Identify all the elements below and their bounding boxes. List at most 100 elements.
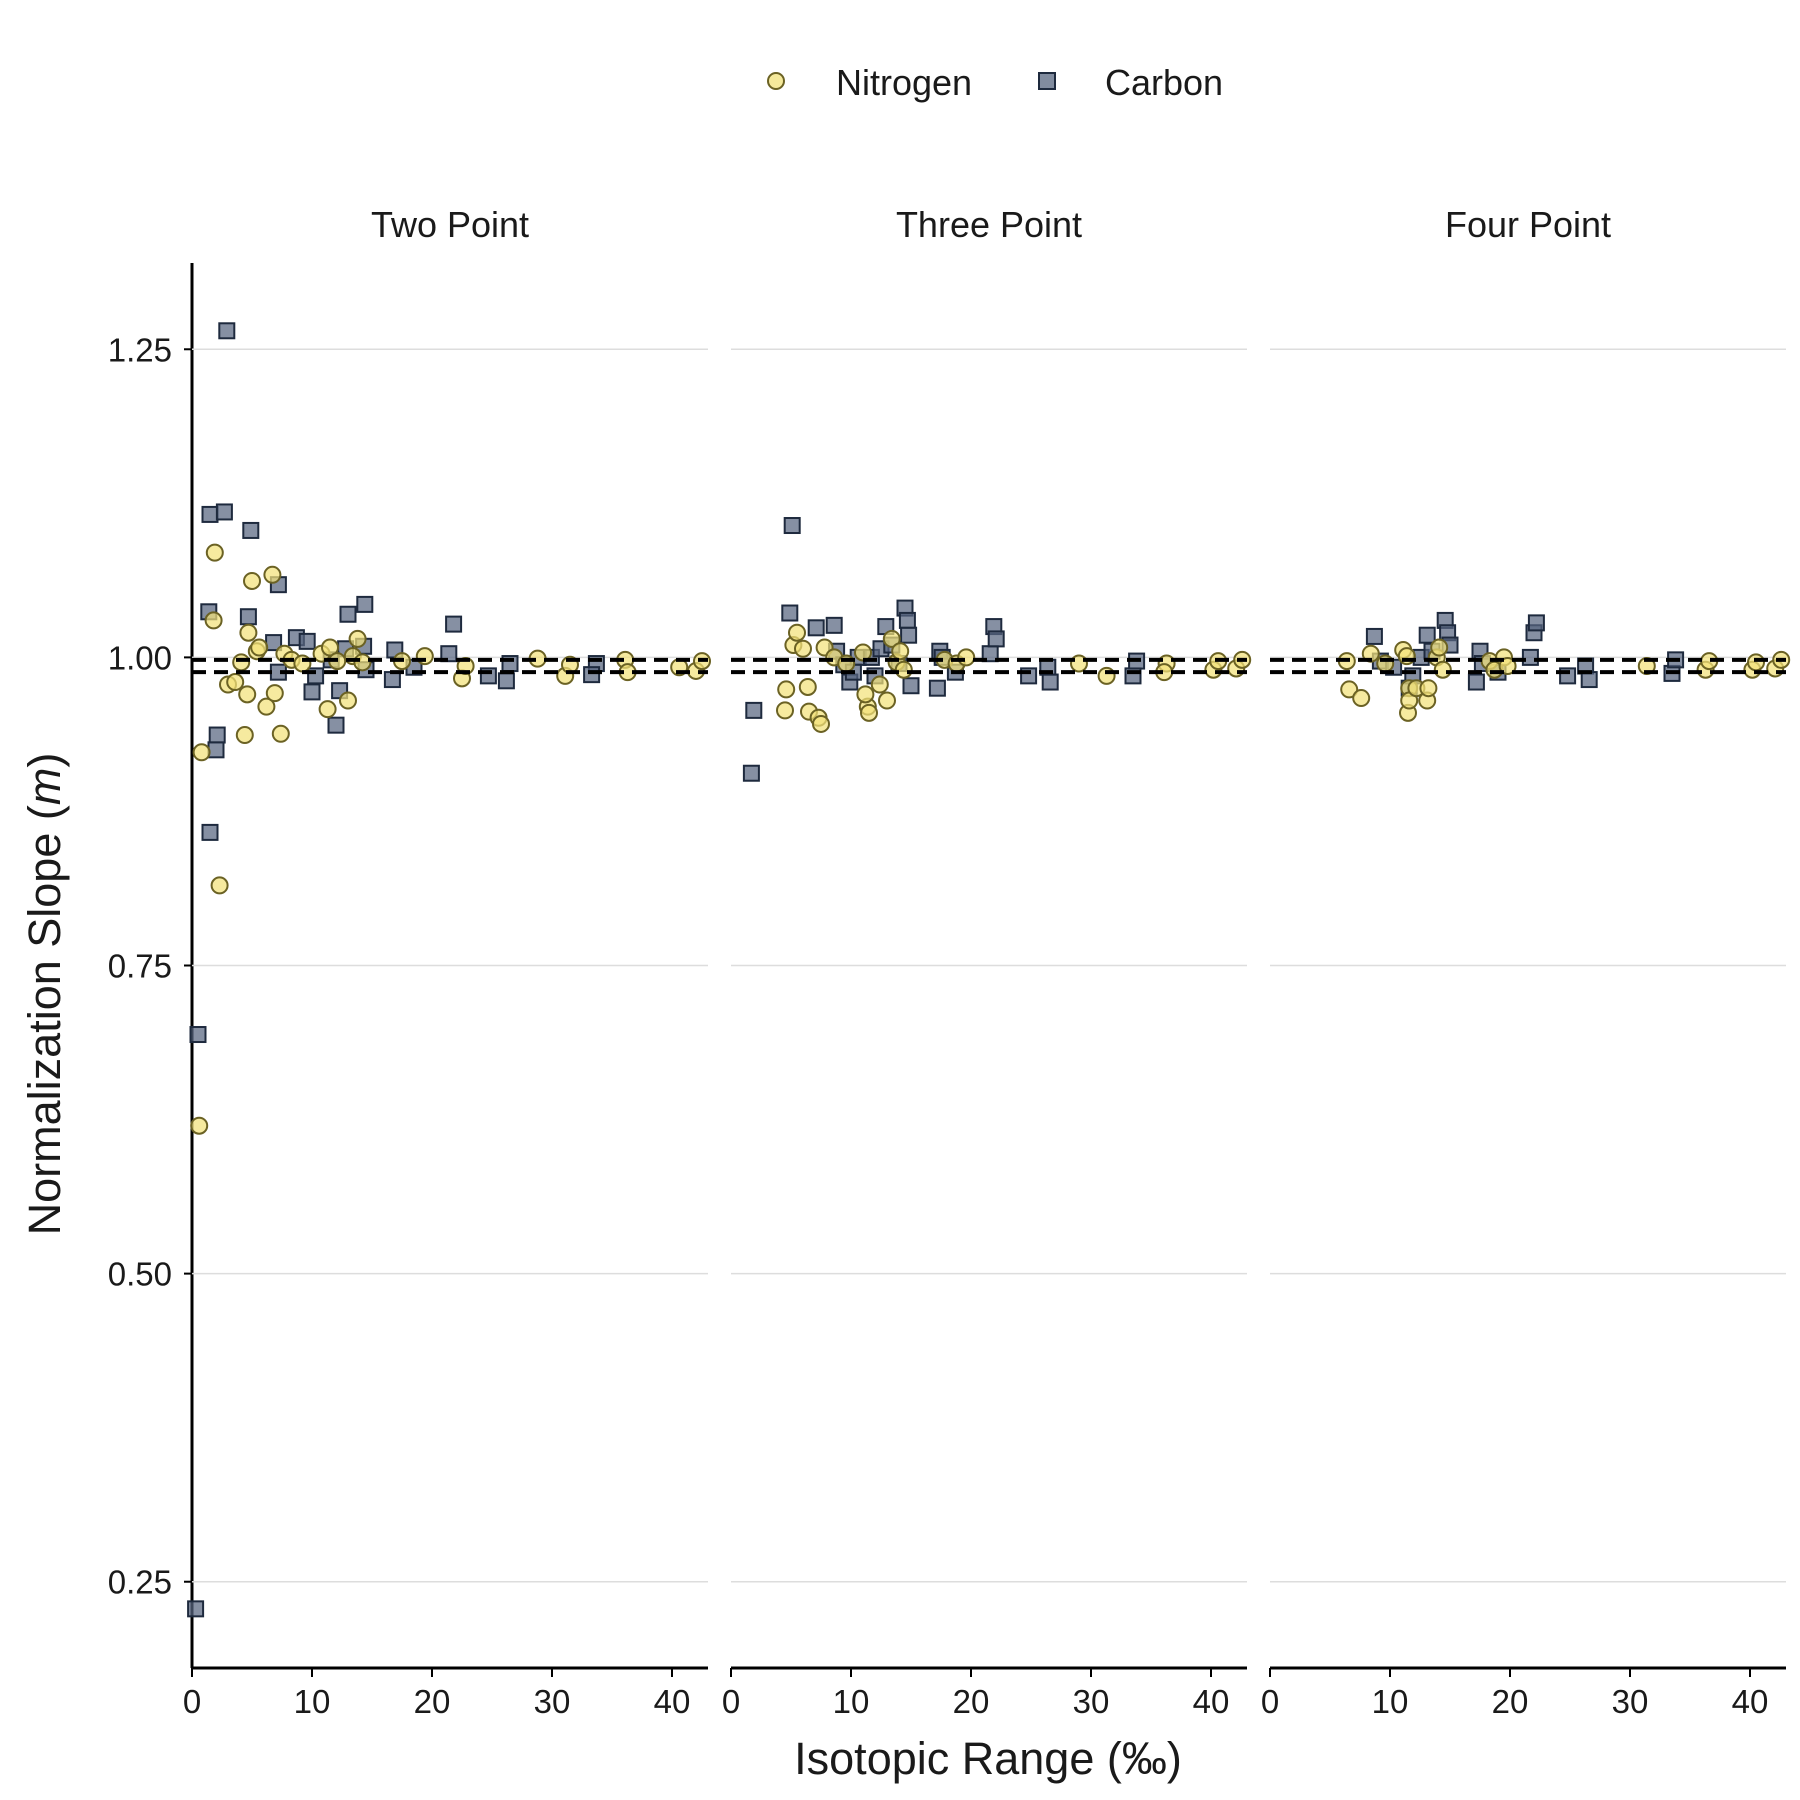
carbon-point [825, 616, 843, 634]
nitrogen-point [777, 680, 796, 699]
nitrogen-point [860, 703, 878, 722]
nitrogen-point [957, 648, 976, 667]
y-tick-label: 1.25 [108, 331, 172, 368]
nitrogen-point [794, 639, 812, 658]
carbon-point [440, 645, 458, 663]
carbon-point [1041, 673, 1059, 691]
nitrogen-point [235, 726, 254, 745]
carbon-point [1418, 626, 1436, 644]
carbon-point [1521, 648, 1539, 666]
carbon-point [327, 716, 345, 734]
x-tick-label: 40 [1193, 1683, 1230, 1720]
nitrogen-point [204, 611, 223, 630]
carbon-point [208, 726, 226, 744]
carbon-point [783, 517, 801, 535]
nitrogen-point [339, 691, 357, 710]
legend-nitrogen-label: Nitrogen [836, 62, 972, 103]
nitrogen-point [243, 571, 261, 590]
nitrogen-point [192, 743, 211, 762]
nitrogen-point [190, 1116, 209, 1135]
x-tick-label: 0 [722, 1683, 740, 1720]
carbon-point [339, 605, 357, 623]
carbon-point [583, 666, 601, 684]
x-axis-title: Isotopic Range (‰) [794, 1733, 1182, 1784]
nitrogen-point [1340, 680, 1359, 699]
carbon-point [187, 1600, 205, 1618]
y-axis-title-main: Normalization Slope ( [19, 805, 70, 1235]
x-tick-label: 30 [1612, 1683, 1649, 1720]
nitrogen-point [353, 653, 372, 672]
carbon-point [239, 608, 257, 626]
carbon-point [1365, 627, 1383, 645]
nitrogen-point [226, 673, 245, 692]
carbon-point [807, 619, 825, 637]
carbon-point [189, 1026, 207, 1044]
nitrogen-point [882, 629, 901, 648]
nitrogen-point [265, 684, 284, 703]
nitrogen-point [856, 685, 875, 704]
carbon-point [242, 521, 260, 539]
nitrogen-point [318, 700, 337, 719]
legend-nitrogen-marker [767, 72, 785, 90]
nitrogen-point [250, 638, 269, 657]
legend-carbon-marker [1038, 72, 1056, 90]
y-tick-label: 0.25 [108, 1564, 172, 1601]
panel-two-point: Two Point 0 10 20 30 40 [183, 204, 711, 1720]
x-tick-label: 0 [1261, 1683, 1279, 1720]
carbon-point [987, 630, 1005, 648]
x-tick-label: 20 [953, 1683, 990, 1720]
nitrogen-point [1498, 657, 1517, 676]
carbon-point [445, 615, 463, 633]
nitrogen-point [798, 677, 817, 696]
x-tick-label: 30 [534, 1683, 571, 1720]
carbon-point [745, 701, 763, 719]
panel-four-point: Four Point 0 10 20 30 40 [1261, 204, 1791, 1720]
carbon-point [201, 823, 219, 841]
carbon-point [303, 683, 321, 701]
nitrogen-point [348, 629, 367, 648]
x-tick-label: 0 [183, 1683, 201, 1720]
carbon-point [201, 505, 219, 523]
nitrogen-point [210, 876, 229, 895]
nitrogen-point [271, 724, 290, 743]
x-tick-label: 30 [1073, 1683, 1110, 1720]
carbon-point [356, 595, 374, 613]
carbon-point [383, 671, 401, 689]
nitrogen-point [238, 685, 257, 704]
legend: Nitrogen Carbon [767, 62, 1223, 103]
nitrogen-point [239, 623, 258, 642]
x-tick-label: 20 [414, 1683, 451, 1720]
nitrogen-point [1419, 679, 1438, 698]
nitrogen-point [232, 653, 251, 672]
nitrogen-point [870, 675, 889, 694]
x-tick-label: 20 [1492, 1683, 1529, 1720]
nitrogen-point [321, 638, 339, 657]
y-axis-title: Normalization Slope (m) [19, 753, 70, 1236]
carbon-point [898, 611, 916, 629]
carbon-point [1527, 614, 1545, 632]
carbon-point [298, 632, 316, 650]
carbon-point [215, 503, 233, 521]
nitrogen-point [1433, 660, 1452, 679]
carbon-point [1580, 671, 1598, 689]
carbon-point [781, 604, 799, 622]
x-tick-label: 10 [1372, 1683, 1409, 1720]
x-tick-label: 40 [654, 1683, 691, 1720]
nitrogen-point [894, 660, 913, 679]
carbon-point [902, 677, 920, 695]
nitrogen-point [788, 623, 806, 642]
x-tick-label: 10 [833, 1683, 870, 1720]
carbon-point [218, 322, 236, 340]
carbon-point [928, 679, 946, 697]
carbon-point [1467, 673, 1485, 691]
y-tick-label: 0.50 [108, 1256, 172, 1293]
y-tick-label: 0.75 [108, 948, 172, 985]
nitrogen-point [263, 565, 282, 584]
nitrogen-point [891, 642, 910, 661]
legend-carbon-label: Carbon [1105, 62, 1223, 103]
carbon-point [742, 764, 760, 782]
panel-title: Four Point [1445, 204, 1611, 245]
y-tick-label: 1.00 [108, 639, 172, 676]
